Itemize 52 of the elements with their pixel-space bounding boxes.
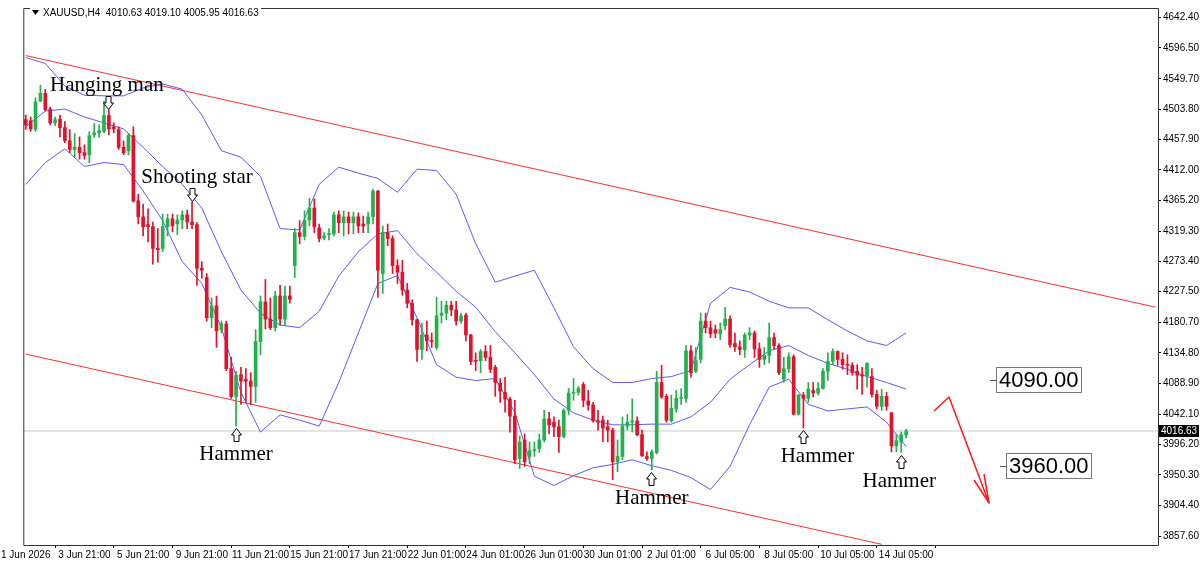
- annotation: Shooting star: [141, 164, 253, 189]
- x-tick-label: 5 Jun 21:00: [117, 548, 170, 560]
- candlestick: [586, 390, 591, 411]
- candlestick: [737, 340, 742, 356]
- candlestick: [288, 285, 292, 304]
- y-tick-label: 3996.20: [1163, 438, 1200, 450]
- annotation: Hammer: [199, 441, 273, 466]
- annotation: 4090.00: [999, 367, 1079, 392]
- annotation: Hammer: [862, 467, 936, 492]
- y-tick-label: 4319.30: [1163, 224, 1200, 236]
- annotation: Hammer: [780, 443, 855, 468]
- y-tick-label: 3857.60: [1163, 529, 1200, 541]
- x-tick-label: 6 Jul 05:00: [705, 548, 755, 560]
- y-tick-label: 4134.80: [1163, 346, 1200, 358]
- candlestick: [605, 419, 610, 443]
- y-tick-label: 4412.00: [1163, 163, 1200, 175]
- x-tick-label: 3 Jun 21:00: [58, 548, 112, 560]
- ref-line-label: 4016.63: [1161, 424, 1198, 436]
- y-tick-label: 4642.40: [1163, 11, 1200, 23]
- x-tick-label: 1 Jun 2026: [1, 548, 51, 560]
- y-tick-label: 4227.50: [1163, 285, 1200, 297]
- x-tick-label: 2 Jul 01:00: [646, 548, 697, 560]
- y-tick-label: 4503.80: [1163, 102, 1200, 114]
- y-tick-label: 4596.50: [1163, 41, 1200, 53]
- y-tick-label: 4088.90: [1163, 376, 1200, 388]
- y-tick-label: 4365.20: [1163, 194, 1200, 206]
- x-tick-label: 17 Jun 21:00: [348, 548, 408, 560]
- candlestick: [630, 398, 635, 433]
- x-tick-label: 14 Jul 05:00: [878, 548, 934, 560]
- x-tick-label: 10 Jul 05:00: [820, 548, 876, 560]
- candlestick: [811, 382, 816, 398]
- x-tick-label: 8 Jul 05:00: [764, 548, 814, 560]
- y-tick-label: 3950.30: [1163, 468, 1200, 480]
- x-tick-label: 22 Jun 01:00: [407, 548, 466, 560]
- x-tick-label: 30 Jun 01:00: [583, 548, 643, 560]
- x-tick-label: 11 Jun 21:00: [231, 548, 290, 560]
- candlestick: [248, 372, 253, 405]
- x-tick-label: 15 Jun 21:00: [290, 548, 349, 560]
- candlestick: [429, 332, 434, 348]
- candlestick: [155, 228, 160, 263]
- y-tick-label: 4273.40: [1163, 255, 1200, 267]
- chart-title: XAUUSD,H4 4010.63 4019.10 4005.95 4016.63: [43, 7, 259, 18]
- y-tick-label: 4549.70: [1163, 72, 1200, 84]
- y-tick-label: 4457.90: [1163, 133, 1200, 145]
- annotation: 3960.00: [1009, 453, 1089, 478]
- x-tick-label: 26 Jun 01:00: [525, 548, 584, 560]
- x-tick-label: 24 Jun 01:00: [466, 548, 525, 560]
- x-tick-label: 9 Jun 21:00: [175, 548, 229, 560]
- y-tick-label: 4180.70: [1163, 316, 1200, 328]
- candlestick: [503, 376, 507, 413]
- y-tick-label: 4042.10: [1163, 407, 1200, 419]
- y-tick-label: 3904.40: [1163, 498, 1200, 510]
